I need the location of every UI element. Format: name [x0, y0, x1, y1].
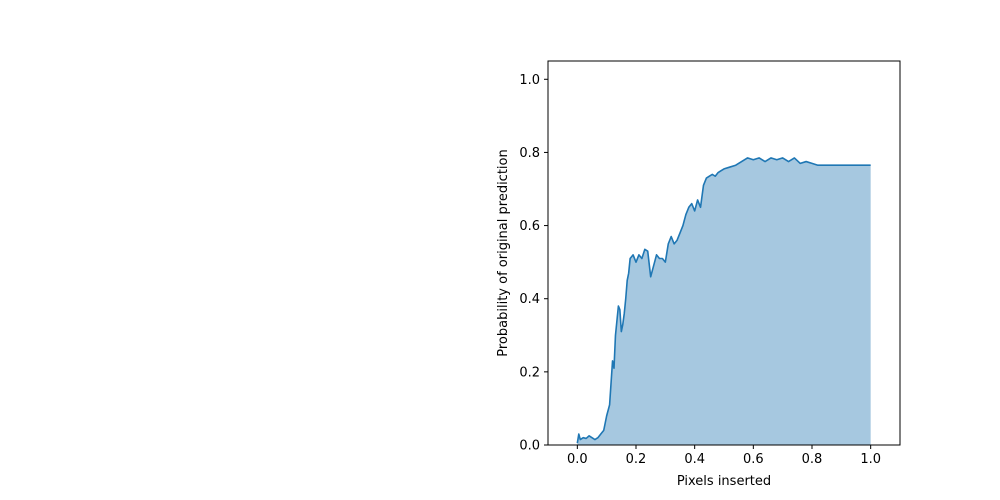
x-tick-label: 0.8 [802, 452, 823, 467]
x-tick-label: 1.0 [860, 452, 881, 467]
axis-ticks: 0.0 0.2 0.4 0.6 0.8 1.0 0.0 0.2 0.4 0.6 0.8 1.0 [519, 73, 881, 467]
x-axis-label: Pixels inserted [677, 474, 771, 489]
x-tick-label: 0.6 [743, 452, 764, 467]
y-axis-label: Probability of original prediction [496, 149, 511, 356]
y-tick-label: 0.6 [519, 219, 540, 234]
x-tick-label: 0.0 [567, 452, 588, 467]
y-tick-label: 0.8 [519, 146, 540, 161]
y-tick-label: 0.0 [519, 439, 540, 454]
series-line [576, 157, 871, 444]
y-tick-label: 1.0 [519, 73, 540, 88]
y-tick-label: 0.2 [519, 365, 540, 380]
axes-frame [547, 60, 901, 446]
x-tick-label: 0.2 [626, 452, 647, 467]
area-fill [577, 157, 871, 445]
y-tick-label: 0.4 [519, 292, 540, 307]
x-tick-label: 0.4 [684, 452, 705, 467]
plot-area [576, 157, 871, 445]
